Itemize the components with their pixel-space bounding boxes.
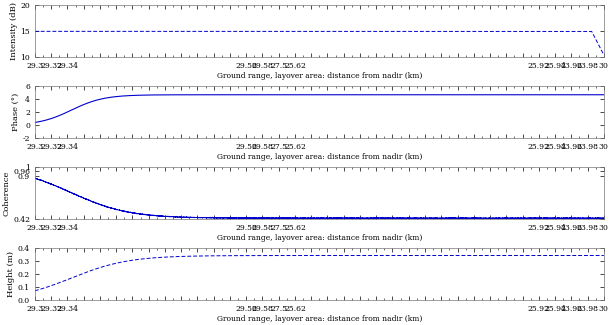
Y-axis label: Height (m): Height (m) xyxy=(7,252,15,297)
Y-axis label: Coherence: Coherence xyxy=(2,171,10,216)
X-axis label: Ground range, layover area: distance from nadir (km): Ground range, layover area: distance fro… xyxy=(217,153,422,161)
X-axis label: Ground range, layover area: distance from nadir (km): Ground range, layover area: distance fro… xyxy=(217,315,422,323)
X-axis label: Ground range, layover area: distance from nadir (km): Ground range, layover area: distance fro… xyxy=(217,72,422,80)
X-axis label: Ground range, layover area: distance from nadir (km): Ground range, layover area: distance fro… xyxy=(217,234,422,242)
Y-axis label: Intensity (dB): Intensity (dB) xyxy=(10,2,18,60)
Y-axis label: Phase (°): Phase (°) xyxy=(12,93,20,132)
